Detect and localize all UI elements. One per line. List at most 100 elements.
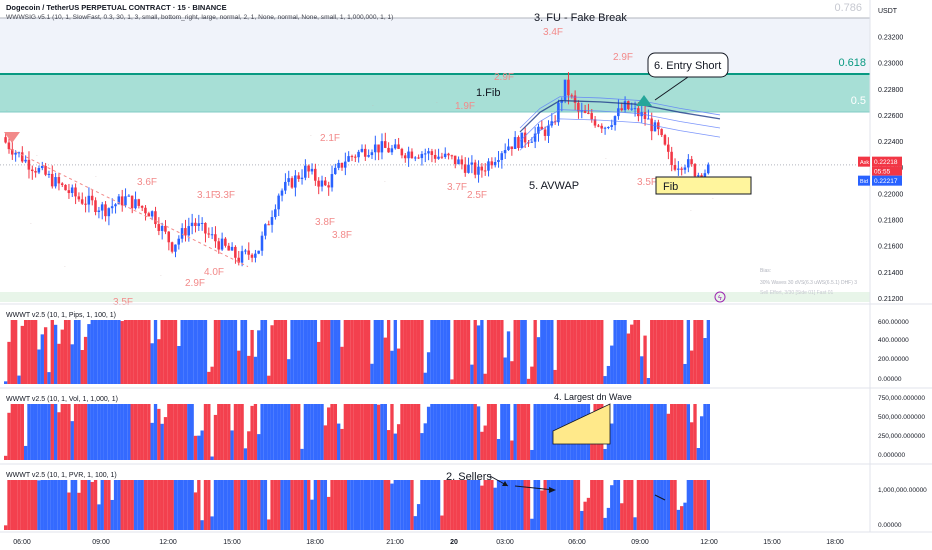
wave-bar — [450, 480, 454, 530]
wave-bar — [243, 448, 248, 460]
wave-bar — [476, 480, 481, 530]
wave-bar — [616, 320, 621, 384]
wave-bar — [433, 320, 437, 384]
candle-body — [114, 204, 117, 207]
fib-box-label: Fib — [663, 181, 678, 193]
wave-bar — [566, 480, 571, 530]
time-tick: 18:00 — [826, 539, 844, 546]
wave-bar — [323, 425, 328, 460]
wave-bar — [250, 405, 254, 460]
wave-bar — [576, 320, 581, 384]
wave-bar — [530, 366, 534, 384]
candle-body — [507, 146, 510, 151]
candle-body — [523, 132, 527, 143]
wave-bar — [107, 404, 111, 460]
wave-bar — [153, 404, 158, 460]
wave-bar — [633, 320, 637, 384]
candle-body — [377, 144, 380, 153]
wave-bar — [57, 343, 61, 384]
wave-bar — [303, 480, 308, 530]
wave-label: 3.1F — [197, 190, 217, 201]
wave-bar — [676, 509, 681, 530]
wave-volume-mark: · — [36, 153, 38, 159]
wave-bar — [53, 404, 58, 460]
wave-bar — [673, 480, 677, 530]
time-tick: 15:00 — [763, 539, 781, 546]
wave-bar — [393, 320, 397, 384]
wave-bar — [157, 480, 161, 530]
wave-bar — [310, 404, 314, 460]
wave-bar — [376, 320, 381, 384]
wave-bar — [270, 325, 274, 384]
wave-bar — [480, 485, 484, 530]
candle-body — [683, 167, 687, 170]
wave-bar — [590, 320, 594, 384]
candle-body — [480, 166, 484, 171]
wave-bar — [190, 480, 194, 530]
wave-bar — [333, 480, 338, 530]
candle-body — [70, 187, 74, 194]
wave-bar — [37, 480, 41, 530]
wave-bar — [260, 404, 264, 460]
wave-bar — [436, 404, 441, 460]
wave-bar — [416, 404, 421, 460]
candle-body — [473, 162, 477, 175]
candle-body — [30, 169, 34, 172]
wave-bar — [506, 331, 511, 384]
wave-bar — [347, 404, 351, 460]
candle-body — [363, 148, 367, 157]
wave-bar — [217, 480, 221, 530]
candle-body — [540, 126, 543, 130]
wave-bar — [583, 320, 587, 384]
candle-body — [590, 113, 593, 120]
price-axis — [870, 0, 932, 550]
wave-bar — [210, 516, 214, 530]
wave-bar — [347, 480, 351, 530]
candle-body — [260, 235, 264, 251]
wave-bar — [320, 404, 324, 460]
wave-bar — [307, 320, 311, 384]
wave-bar — [523, 404, 527, 460]
wave-bar — [666, 320, 671, 384]
indicator-legend[interactable]: WWWSIG v5.1 (10, 1, SlowFast, 0.3, 30, 1… — [6, 14, 394, 21]
wave-bar — [490, 404, 494, 460]
wave-bar — [23, 480, 28, 530]
wave-bar — [347, 320, 351, 384]
wave-bar — [506, 480, 511, 530]
wave-bar — [366, 480, 371, 530]
candle-body — [493, 162, 497, 166]
wave-bar — [220, 480, 224, 530]
wave-bar — [357, 480, 361, 530]
wave-bar — [80, 350, 84, 384]
candle-body — [7, 142, 11, 150]
wave-bar — [416, 504, 421, 530]
wave-bar — [190, 404, 194, 460]
wave-bar — [260, 480, 264, 530]
candle-body — [200, 222, 204, 224]
wave-bar — [313, 320, 318, 384]
wave-bar — [143, 480, 148, 530]
wave-bar — [113, 404, 118, 460]
candle-body — [44, 165, 47, 175]
wave-bar — [20, 404, 24, 460]
wave-bar — [706, 404, 710, 460]
wave-bar — [370, 404, 374, 460]
candle-body — [676, 168, 680, 170]
candle-body — [310, 168, 314, 172]
wave-bar — [203, 320, 208, 384]
wave-bar — [666, 413, 671, 460]
wave-bar — [140, 404, 144, 460]
symbol-title[interactable]: Dogecoin / TetherUS PERPETUAL CONTRACT ·… — [6, 3, 227, 12]
candle-body — [483, 170, 487, 172]
wave-volume-mark: · — [6, 108, 8, 114]
wave-bar — [680, 506, 684, 530]
wave-bar — [526, 404, 531, 460]
candle-body — [20, 152, 24, 162]
wave-bar — [343, 480, 348, 530]
wave-bar — [13, 404, 18, 460]
wave-bar — [436, 480, 441, 530]
wave-bar — [333, 404, 338, 460]
candle-body — [560, 100, 563, 103]
wave-bar — [73, 320, 78, 384]
